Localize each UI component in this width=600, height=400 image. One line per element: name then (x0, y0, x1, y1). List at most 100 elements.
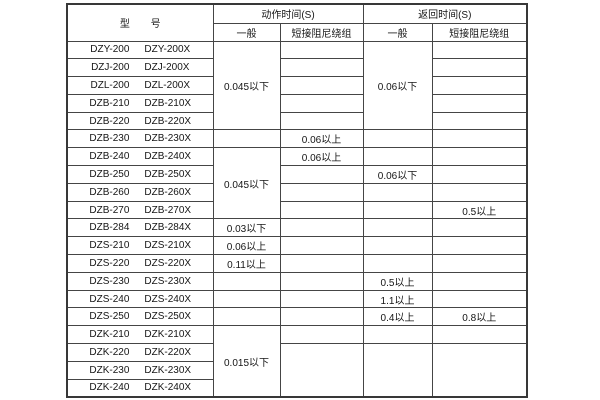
model-cell: DZB-230 DZB-230X (66, 129, 214, 149)
model-cell: DZS-210 DZS-210X (66, 236, 214, 256)
action-damped-cell (279, 289, 364, 309)
model-name-x: DZB-270X (144, 204, 192, 216)
model-name: DZS-230 (89, 275, 130, 287)
action-general-cell (212, 289, 281, 309)
model-name-x: DZB-250X (144, 168, 192, 180)
action-damped-cell (279, 111, 364, 131)
return-damped-cell (431, 58, 528, 78)
header-row-groups: 型 号 动作时间(S) 返回时间(S) (66, 3, 528, 42)
table-row: DZK-220 DZK-220X (66, 343, 528, 398)
action-general-header: 一般 (212, 22, 281, 42)
model-name: DZL-200 (90, 79, 130, 91)
return-damped-cell (431, 289, 528, 309)
action-damped-cell (279, 200, 364, 220)
return-general-cell (362, 200, 433, 220)
model-cell: DZK-220 DZK-220X (66, 343, 214, 362)
return-general-cell: 0.5以上 (362, 271, 433, 291)
table-row: DZK-230 DZK-230X (66, 360, 527, 380)
table-row: DZS-230 DZS-230X 0.5以上 (66, 271, 528, 291)
action-damped-cell (279, 218, 364, 238)
table-row: DZB-260 DZB-260X (66, 182, 528, 202)
return-damped-cell (431, 182, 528, 202)
model-cell: DZK-240 DZK-240X (66, 378, 214, 398)
table-row: DZS-250 DZS-250X 0.4以上 0.8以上 (66, 307, 528, 327)
return-damped-header: 短接阻尼绕组 (431, 22, 528, 42)
action-damped-header: 短接阻尼绕组 (279, 22, 364, 42)
model-name-x: DZB-284X (144, 222, 192, 234)
model-name-x: DZB-210X (144, 97, 192, 109)
return-damped-cell (431, 93, 528, 113)
action-general-cell: 0.11以上 (212, 254, 281, 273)
model-name-x: DZS-230X (144, 275, 192, 287)
model-name-x: DZJ-200X (144, 62, 190, 74)
return-time-group-header: 返回时间(S) (362, 3, 528, 24)
action-damped-cell (279, 58, 364, 78)
action-general-cell: 0.045以下 (212, 40, 281, 131)
model-cell: DZY-200 DZY-200X (66, 40, 214, 60)
model-cell: DZB-250 DZB-250X (66, 165, 214, 184)
model-cell: DZB-210 DZB-210X (66, 93, 214, 113)
model-name-x: DZB-230X (144, 133, 192, 145)
action-general-cell: 0.03以下 (212, 218, 281, 238)
action-damped-cell (279, 93, 364, 113)
action-damped-cell (279, 307, 364, 327)
return-damped-cell (431, 40, 528, 60)
return-general-cell (362, 343, 433, 398)
model-name: DZB-220 (89, 115, 130, 127)
return-general-cell (362, 254, 433, 273)
action-damped-cell (279, 236, 364, 256)
model-name: DZB-260 (89, 186, 130, 198)
model-name-x: DZS-210X (144, 240, 192, 252)
model-name: DZS-250 (89, 311, 130, 323)
model-name-x: DZY-200X (144, 44, 191, 56)
model-name-x: DZB-220X (144, 115, 192, 127)
action-damped-cell: 0.06以上 (279, 147, 364, 167)
table-row: DZB-284 DZB-284X 0.03以下 (66, 218, 528, 238)
model-name: DZK-210 (89, 329, 130, 341)
return-general-cell (362, 147, 433, 167)
action-damped-cell (279, 343, 364, 398)
model-name: DZS-220 (89, 257, 130, 269)
table-row: DZS-240 DZS-240X 1.1以上 (66, 289, 528, 309)
return-damped-cell (431, 129, 528, 149)
action-general-cell: 0.045以下 (212, 147, 281, 220)
model-cell: DZK-230 DZK-230X (66, 360, 214, 380)
action-general-cell: 0.015以下 (212, 325, 281, 398)
model-name: DZJ-200 (91, 62, 130, 74)
return-damped-cell (431, 343, 528, 398)
action-damped-cell: 0.06以上 (279, 129, 364, 149)
return-damped-cell (431, 271, 528, 291)
return-general-cell (362, 182, 433, 202)
action-damped-cell (279, 76, 364, 95)
table-row: DZL-200 DZL-200X (66, 76, 528, 95)
model-cell: DZK-210 DZK-210X (66, 325, 214, 345)
return-general-cell: 0.06以下 (362, 40, 433, 131)
model-name: DZB-240 (89, 151, 130, 163)
return-damped-cell (431, 254, 528, 273)
model-name: DZB-284 (89, 222, 130, 234)
action-damped-cell (279, 40, 364, 60)
return-damped-cell (431, 111, 528, 131)
return-general-cell (362, 325, 433, 345)
model-cell: DZB-270 DZB-270X (66, 200, 214, 220)
model-name-x: DZB-260X (144, 186, 192, 198)
model-cell: DZS-250 DZS-250X (66, 307, 214, 327)
model-name: DZB-230 (89, 133, 130, 145)
model-cell: DZS-230 DZS-230X (66, 271, 214, 291)
model-name: DZB-210 (89, 97, 130, 109)
model-cell: DZS-220 DZS-220X (66, 254, 214, 273)
table-row: DZS-210 DZS-210X 0.06以上 (66, 236, 528, 256)
model-name: DZB-270 (89, 204, 130, 216)
table-row: DZB-250 DZB-250X 0.06以下 (66, 165, 528, 184)
model-name-x: DZK-240X (144, 382, 192, 394)
table-row: DZB-210 DZB-210X (66, 93, 528, 113)
model-column-header: 型 号 (66, 3, 214, 42)
table-row: DZB-270 DZB-270X 0.5以上 (66, 200, 528, 220)
table-row: DZK-210 DZK-210X 0.015以下 (66, 325, 528, 398)
return-general-header: 一般 (362, 22, 433, 42)
model-cell: DZS-240 DZS-240X (66, 289, 214, 309)
model-cell: DZB-284 DZB-284X (66, 218, 214, 238)
relay-timing-table: 型 号 动作时间(S) 返回时间(S) 一般 短接阻尼绕组 一般 短接阻尼绕组 … (66, 3, 528, 398)
model-cell: DZL-200 DZL-200X (66, 76, 214, 95)
model-cell: DZJ-200 DZJ-200X (66, 58, 214, 78)
